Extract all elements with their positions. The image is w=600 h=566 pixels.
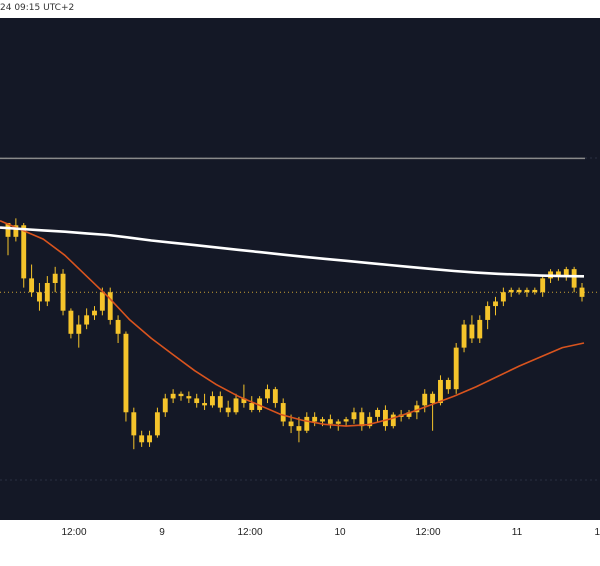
- candle-body: [60, 273, 66, 311]
- candle-body: [68, 310, 74, 334]
- candle-body: [194, 398, 200, 404]
- candle-body: [76, 324, 82, 334]
- ma-fast-line: [0, 226, 585, 278]
- candle-body: [477, 319, 483, 339]
- candle-body: [516, 289, 522, 293]
- candle-body: [249, 403, 255, 410]
- bottom-margin: [0, 546, 600, 566]
- candlestick-series: [5, 218, 585, 450]
- candle-body: [37, 292, 42, 302]
- candle-body: [461, 324, 467, 348]
- candle-body: [123, 333, 129, 413]
- candle-body: [280, 403, 286, 422]
- candle-body: [335, 421, 341, 424]
- x-axis-ticks: 12:00 9 12:00 10 12:00 11 12: [61, 527, 600, 538]
- candle-body: [563, 269, 569, 277]
- candle-body: [139, 435, 145, 443]
- candle-body: [469, 324, 475, 339]
- candle-body: [351, 412, 357, 420]
- candle-body: [367, 416, 373, 427]
- candle-body: [21, 225, 27, 279]
- x-tick-label: 12:00: [415, 527, 440, 538]
- candle-body: [52, 273, 58, 283]
- candle-body: [375, 409, 380, 417]
- candle-body: [493, 301, 498, 307]
- candle-body: [202, 403, 208, 406]
- ma-slow-line: [0, 219, 585, 427]
- candle-body: [217, 396, 223, 408]
- candle-body: [210, 396, 215, 406]
- candle-body: [327, 419, 333, 424]
- candle-body: [500, 292, 506, 302]
- candle-body: [540, 278, 546, 293]
- candle-body: [162, 398, 168, 413]
- x-tick-label: 12:00: [237, 527, 262, 538]
- candle-body: [453, 347, 459, 390]
- candle-body: [5, 222, 11, 237]
- candle-body: [304, 416, 310, 431]
- time-axis: [0, 520, 600, 546]
- candle-body: [92, 310, 97, 316]
- candle-body: [99, 292, 105, 311]
- candle-body: [414, 405, 420, 413]
- candle-body: [115, 319, 121, 334]
- x-tick-label: 12:00: [61, 527, 86, 538]
- reference-lines: [0, 157, 600, 293]
- candle-body: [406, 412, 412, 417]
- candle-body: [265, 389, 270, 399]
- candle-body: [343, 419, 349, 422]
- candle-body: [508, 289, 514, 293]
- candle-body: [312, 416, 318, 422]
- candle-body: [320, 419, 325, 422]
- candle-body: [445, 379, 451, 390]
- candle-body: [178, 393, 184, 397]
- x-tick-label: 9: [159, 527, 165, 538]
- candle-body: [107, 292, 113, 320]
- candle-body: [555, 271, 561, 277]
- candle-body: [485, 306, 491, 320]
- candle-body: [571, 269, 577, 288]
- candle-body: [296, 426, 302, 431]
- candle-body: [359, 412, 365, 427]
- timestamp-label: 24 09:15 UTC+2: [0, 3, 75, 13]
- grid-lines: [0, 157, 600, 481]
- candle-body: [438, 379, 443, 404]
- chart-panel[interactable]: [0, 18, 600, 520]
- candle-body: [233, 398, 239, 413]
- candle-body: [186, 396, 192, 399]
- candle-body: [13, 225, 19, 237]
- x-tick-label: 12: [594, 527, 600, 538]
- candle-body: [579, 287, 585, 297]
- candle-body: [382, 409, 388, 427]
- candle-body: [430, 393, 436, 404]
- candle-body: [131, 412, 137, 436]
- candle-body: [524, 289, 530, 293]
- candle-body: [288, 421, 294, 427]
- candle-body: [154, 412, 160, 436]
- candle-body: [272, 389, 278, 404]
- candle-body: [225, 407, 231, 413]
- x-tick-label: 10: [334, 527, 346, 538]
- candle-body: [241, 398, 247, 404]
- candle-body: [84, 315, 90, 325]
- candle-body: [390, 414, 396, 427]
- candle-body: [532, 289, 538, 293]
- moving-averages: [0, 219, 585, 427]
- candle-body: [44, 282, 50, 302]
- header-strip: 24 09:15 UTC+2: [0, 0, 600, 18]
- candle-body: [170, 393, 176, 399]
- candle-body: [29, 278, 35, 293]
- candle-body: [147, 435, 152, 443]
- candle-body: [257, 398, 263, 410]
- candle-body: [422, 393, 428, 406]
- x-tick-label: 11: [512, 527, 523, 538]
